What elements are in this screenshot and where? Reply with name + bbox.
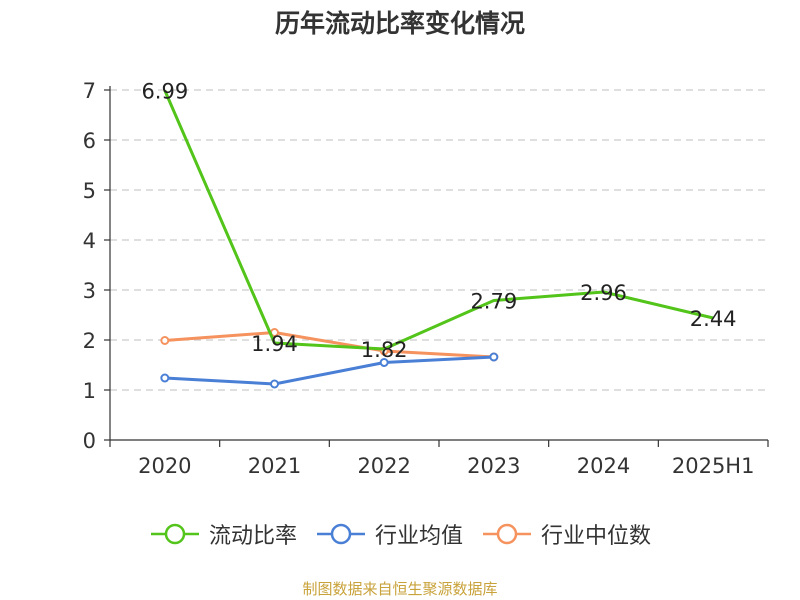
x-tick-label-2022: 2022 (357, 454, 410, 478)
legend-item-industry-median[interactable]: 行业中位数 (481, 518, 651, 550)
chart-legend: 流动比率 行业均值 行业中位数 (0, 518, 800, 550)
x-tick-label-2023: 2023 (467, 454, 520, 478)
legend-item-industry-average[interactable]: 行业均值 (315, 518, 463, 550)
legend-item-current-ratio[interactable]: 流动比率 (149, 518, 297, 550)
series-line-0 (163, 89, 714, 351)
data-label-2022: 1.82 (361, 338, 408, 362)
series-1-point-2022 (379, 358, 389, 367)
y-tick-label-3: 3 (83, 279, 96, 303)
y-tick-label-2: 2 (83, 329, 96, 353)
data-label-2025H1: 2.44 (690, 307, 737, 331)
series-line-2 (164, 331, 494, 359)
data-label-2021: 1.94 (251, 332, 298, 356)
series-1-point-2023 (489, 352, 499, 362)
x-tick-label-2020: 2020 (138, 454, 191, 478)
series-2-point-2020 (160, 336, 170, 345)
x-tick-label-2021: 2021 (248, 454, 301, 478)
x-tick-label-2024: 2024 (577, 454, 630, 478)
legend-label-industry-median: 行业中位数 (541, 524, 652, 549)
y-tick-label-5: 5 (83, 179, 96, 203)
series-1-point-2020 (160, 373, 170, 383)
legend-label-current-ratio: 流动比率 (208, 524, 297, 549)
legend-swatch-current-ratio-icon (150, 523, 199, 545)
y-tick-label-1: 1 (83, 379, 96, 403)
chart-title: 历年流动比率变化情况 (274, 9, 525, 38)
y-tick-label-6: 6 (83, 129, 96, 153)
y-tick-label-4: 4 (83, 229, 96, 253)
y-tick-label-0: 0 (83, 429, 96, 453)
legend-label-industry-average: 行业均值 (374, 524, 463, 549)
data-label-2024: 2.96 (580, 281, 627, 305)
data-source-note: 制图数据来自恒生聚源数据库 (302, 580, 498, 598)
legend-swatch-industry-average-icon (316, 523, 365, 545)
series-1-point-2021 (270, 379, 279, 389)
legend-swatch-industry-median-icon (483, 523, 531, 545)
y-tick-label-7: 7 (83, 79, 96, 103)
series-line-1 (164, 355, 494, 386)
data-label-2023: 2.79 (470, 290, 517, 314)
x-tick-label-2025H1: 2025H1 (672, 454, 755, 478)
data-label-2020: 6.99 (141, 80, 188, 104)
